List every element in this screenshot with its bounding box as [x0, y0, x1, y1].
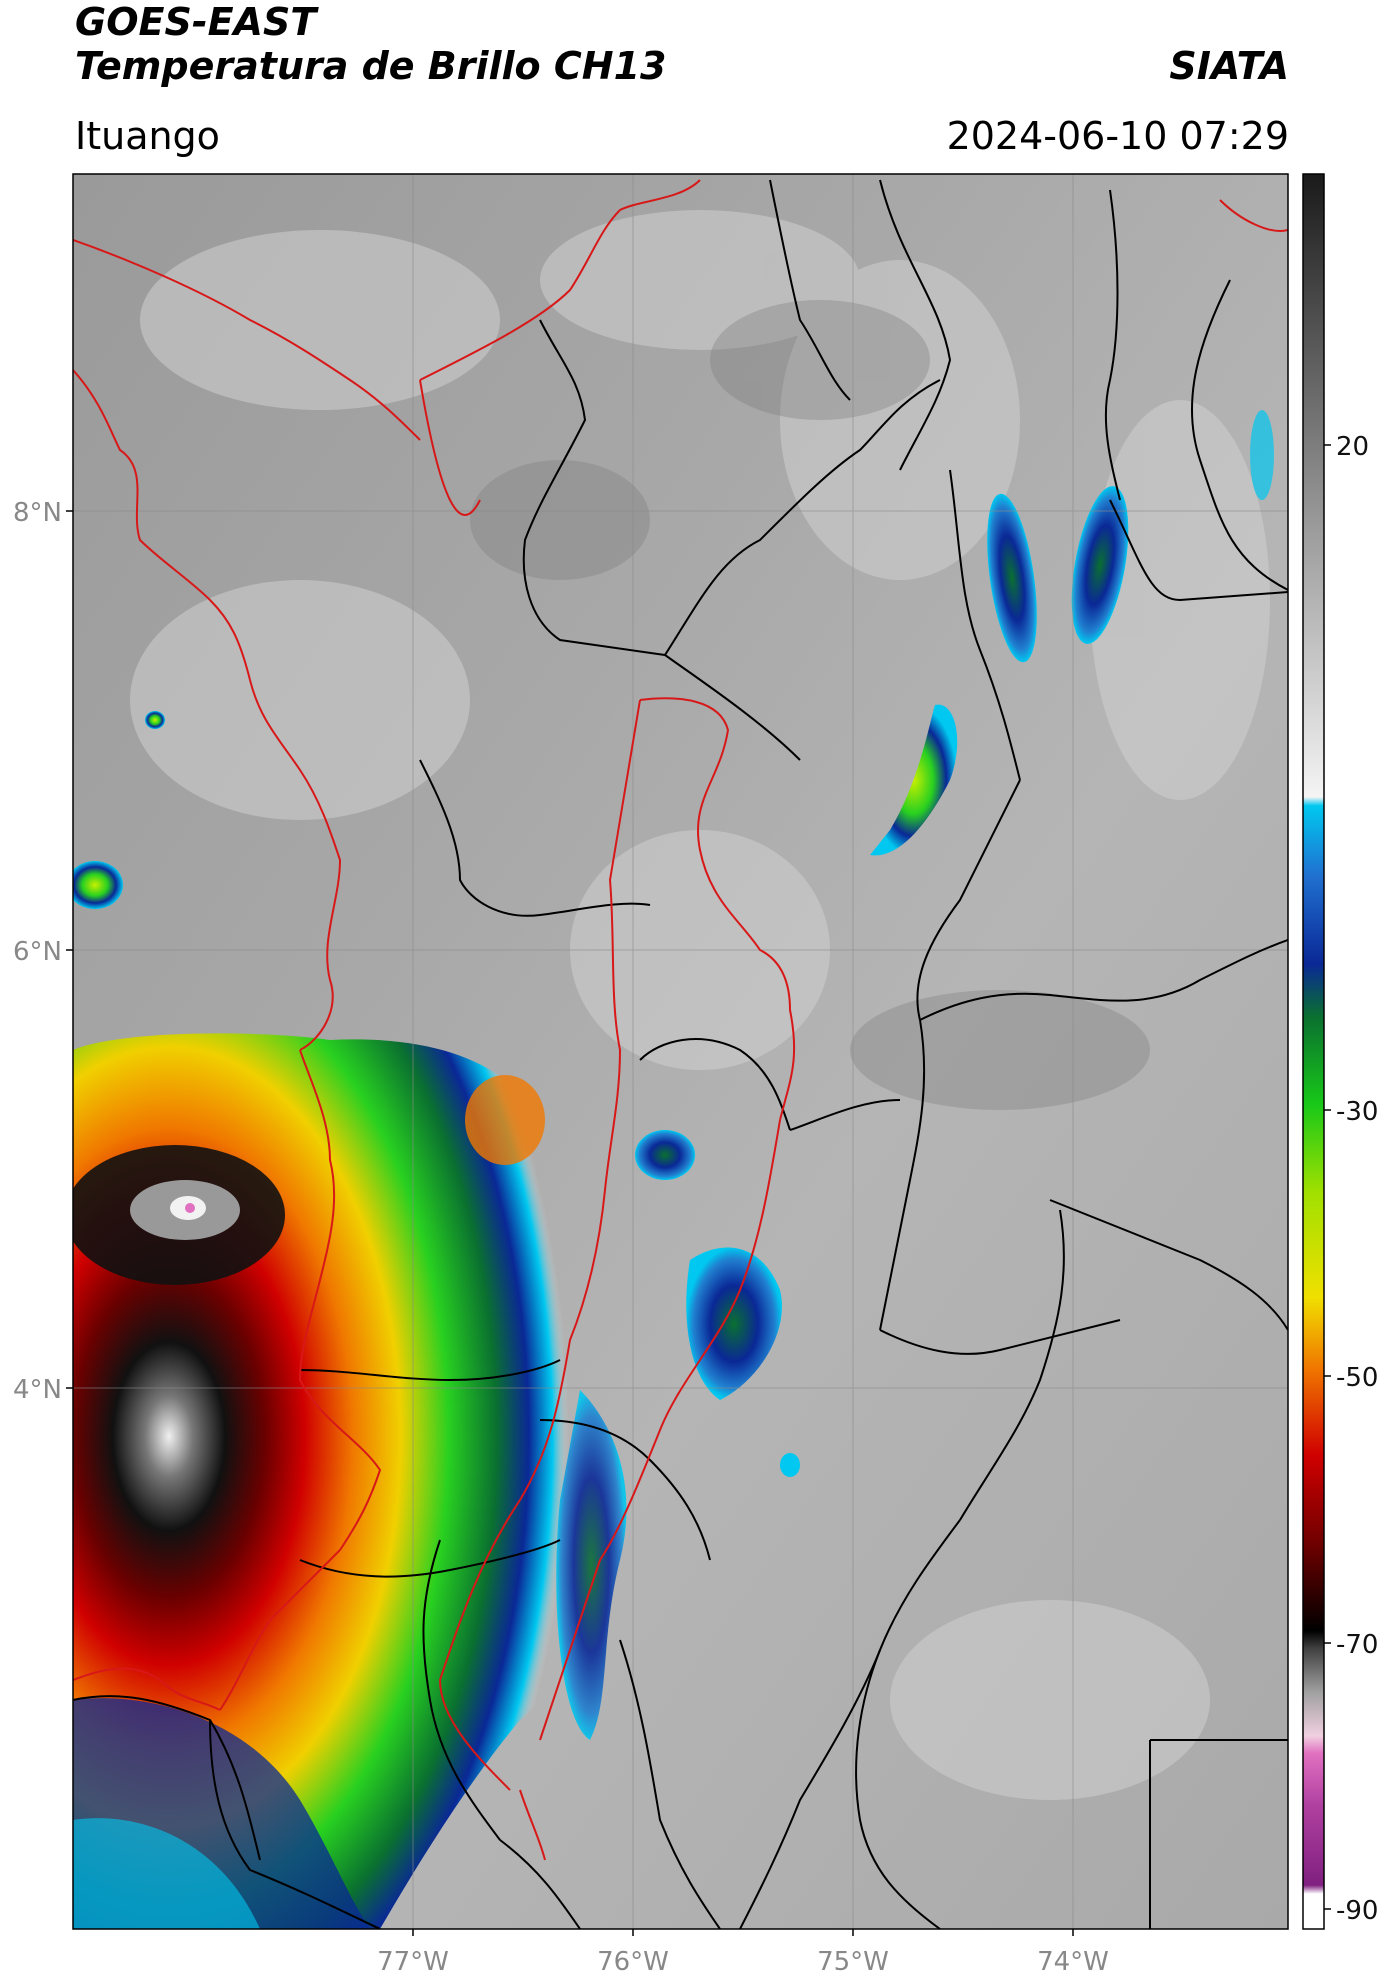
colorbar-ticks: 20 -30 -50 -70 -90: [1336, 432, 1378, 1926]
product-title: Temperatura de Brillo CH13: [75, 44, 667, 88]
colorbar: [1302, 173, 1325, 1930]
lat-labels: 8°N 6°N 4°N: [13, 498, 62, 1405]
lat-label-4n: 4°N: [13, 1375, 62, 1405]
lon-label-74w: 74°W: [1037, 1947, 1109, 1977]
cloud-texture: [130, 210, 1270, 1800]
red-boundaries: [73, 179, 1288, 1861]
colorbar-tick-minus30: -30: [1336, 1097, 1378, 1127]
lon-label-76w: 76°W: [597, 1947, 669, 1977]
map-frame: [72, 173, 1289, 1930]
colorbar-tick-minus90: -90: [1336, 1896, 1378, 1926]
department-borders: [73, 179, 1288, 1929]
colorbar-tick-minus50: -50: [1336, 1363, 1378, 1393]
lon-labels: 77°W 76°W 75°W 74°W: [377, 1947, 1109, 1977]
satellite-title: GOES-EAST: [75, 0, 317, 44]
graticule: [73, 174, 1288, 1929]
convective-cell-ne: [870, 704, 958, 856]
agency-label: SIATA: [1169, 44, 1289, 88]
lon-label-75w: 75°W: [817, 1947, 889, 1977]
region-label: Ituango: [75, 114, 220, 158]
lat-label-6n: 6°N: [13, 937, 62, 967]
lon-label-77w: 77°W: [377, 1947, 449, 1977]
colorbar-tick-minus70: -70: [1336, 1630, 1378, 1660]
datetime-label: 2024-06-10 07:29: [946, 114, 1289, 158]
colorbar-tick-20: 20: [1336, 432, 1369, 462]
lat-label-8n: 8°N: [13, 498, 62, 528]
